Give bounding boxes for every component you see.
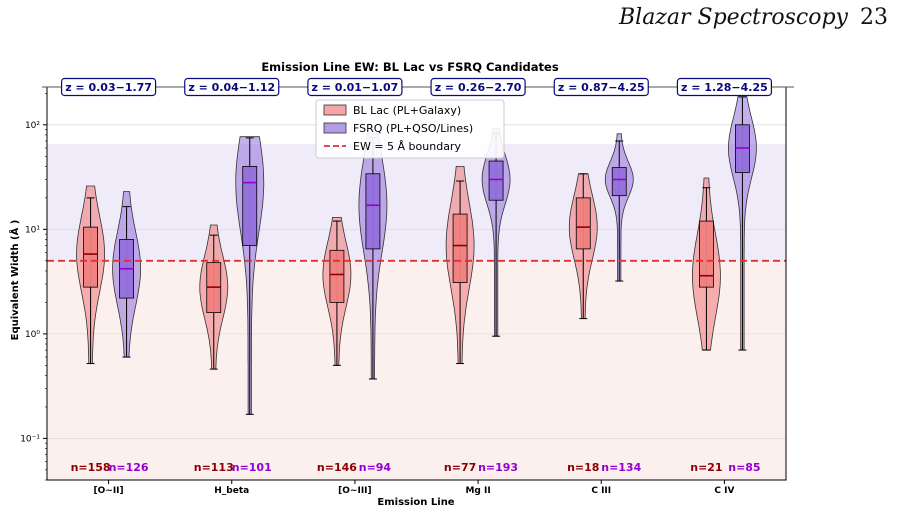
bl_lac-region <box>47 260 786 480</box>
legend-label: EW = 5 Å boundary <box>353 140 461 153</box>
redshift-range-label: z = 0.87−4.25 <box>558 81 645 94</box>
x-tick-label: Mg II <box>465 486 490 496</box>
bl-lac-count: n=158 <box>71 461 111 474</box>
fsrq-violin-group <box>481 128 511 337</box>
redshift-box <box>60 77 157 97</box>
y-tick-label: 10⁰ <box>25 330 40 340</box>
fsrq-count: n=134 <box>601 461 641 474</box>
redshift-range-label: z = 0.26−2.70 <box>435 81 522 94</box>
fsrq-count: n=193 <box>478 461 518 474</box>
bl_lac-iqr-box <box>699 220 714 288</box>
y-tick-label: 10² <box>25 121 40 131</box>
fsrq-violin-group <box>727 90 757 351</box>
redshift-box <box>553 77 649 97</box>
fsrq-violin-group <box>358 132 388 380</box>
bl_lac-iqr-box <box>452 213 468 283</box>
redshift-range-label: z = 0.01−1.07 <box>312 81 399 94</box>
fsrq-iqr-box <box>365 173 381 250</box>
bl-lac-count: n=18 <box>567 461 599 474</box>
fsrq-violin-group <box>604 133 634 282</box>
fsrq-region <box>47 144 786 261</box>
legend-swatch-bl_lac <box>323 104 347 116</box>
bl-lac-count: n=113 <box>194 461 234 474</box>
bl_lac-iqr-box <box>329 249 345 303</box>
y-tick-label: 10¹ <box>25 225 40 235</box>
legend-label: FSRQ (PL+QSO/Lines) <box>353 122 473 135</box>
redshift-range-label: z = 1.28−4.25 <box>681 81 768 94</box>
legend: BL Lac (PL+Galaxy) FSRQ (PL+QSO/Lines) EW … <box>315 99 505 159</box>
fsrq-iqr-box <box>488 160 504 201</box>
bl_lac-violin-group <box>692 177 721 351</box>
bl-lac-count: n=146 <box>317 461 357 474</box>
page-number: 23 <box>860 5 888 30</box>
bl_lac-iqr-box <box>83 226 98 288</box>
bl-lac-count: n=21 <box>690 461 722 474</box>
bl_lac-violin-group <box>76 185 105 365</box>
fsrq-violin-group <box>112 191 141 358</box>
legend-box <box>315 99 505 159</box>
classification-regions <box>47 144 786 480</box>
redshift-box <box>307 77 403 97</box>
bl_lac-violin-group <box>322 217 352 366</box>
chart-title: Emission Line EW: BL Lac vs FSRQ Candida… <box>261 60 559 74</box>
fsrq-violin-group <box>235 136 265 415</box>
x-tick-label: [O~II] <box>94 486 124 496</box>
fsrq-count: n=126 <box>109 461 149 474</box>
fsrq-count: n=94 <box>359 461 392 474</box>
legend-label: BL Lac (PL+Galaxy) <box>353 104 461 117</box>
x-tick-label: H_beta <box>214 486 249 496</box>
violins-layer <box>76 90 757 415</box>
redshift-range-label: z = 0.03−1.77 <box>65 81 152 94</box>
x-tick-label: [O~III] <box>338 486 371 496</box>
x-tick-label: C IV <box>714 486 734 496</box>
y-axis: 10⁻¹ 10⁰ 10¹ 10² <box>20 93 47 481</box>
redshift-range-bar: z = 0.03−1.77 z = 0.04−1.12 z = 0.01−1.07 z… <box>42 77 794 97</box>
y-axis-label: Equivalent Width (Å ) <box>8 220 21 341</box>
y-tick-label: 10⁻¹ <box>20 434 40 444</box>
fsrq-iqr-box <box>611 167 627 197</box>
x-axis: [O~II] H_beta [O~III] Mg II C III C IV <box>94 480 734 496</box>
redshift-box <box>184 77 280 97</box>
redshift-range-label: z = 0.04−1.12 <box>188 81 275 94</box>
bl_lac-violin-group <box>568 173 598 320</box>
redshift-box <box>430 77 526 97</box>
legend-swatch-fsrq <box>323 122 347 134</box>
fsrq-iqr-box <box>242 166 258 246</box>
fsrq-count: n=85 <box>728 461 760 474</box>
bl-lac-count: n=77 <box>444 461 476 474</box>
x-tick-label: C III <box>591 486 611 496</box>
fsrq-count: n=101 <box>232 461 272 474</box>
bl_lac-iqr-box <box>575 197 591 250</box>
redshift-box <box>676 77 773 97</box>
bl_lac-violin-group <box>445 166 475 365</box>
x-axis-label: Emission Line <box>377 497 454 508</box>
running-header-title: Blazar Spectroscopy <box>618 5 849 30</box>
